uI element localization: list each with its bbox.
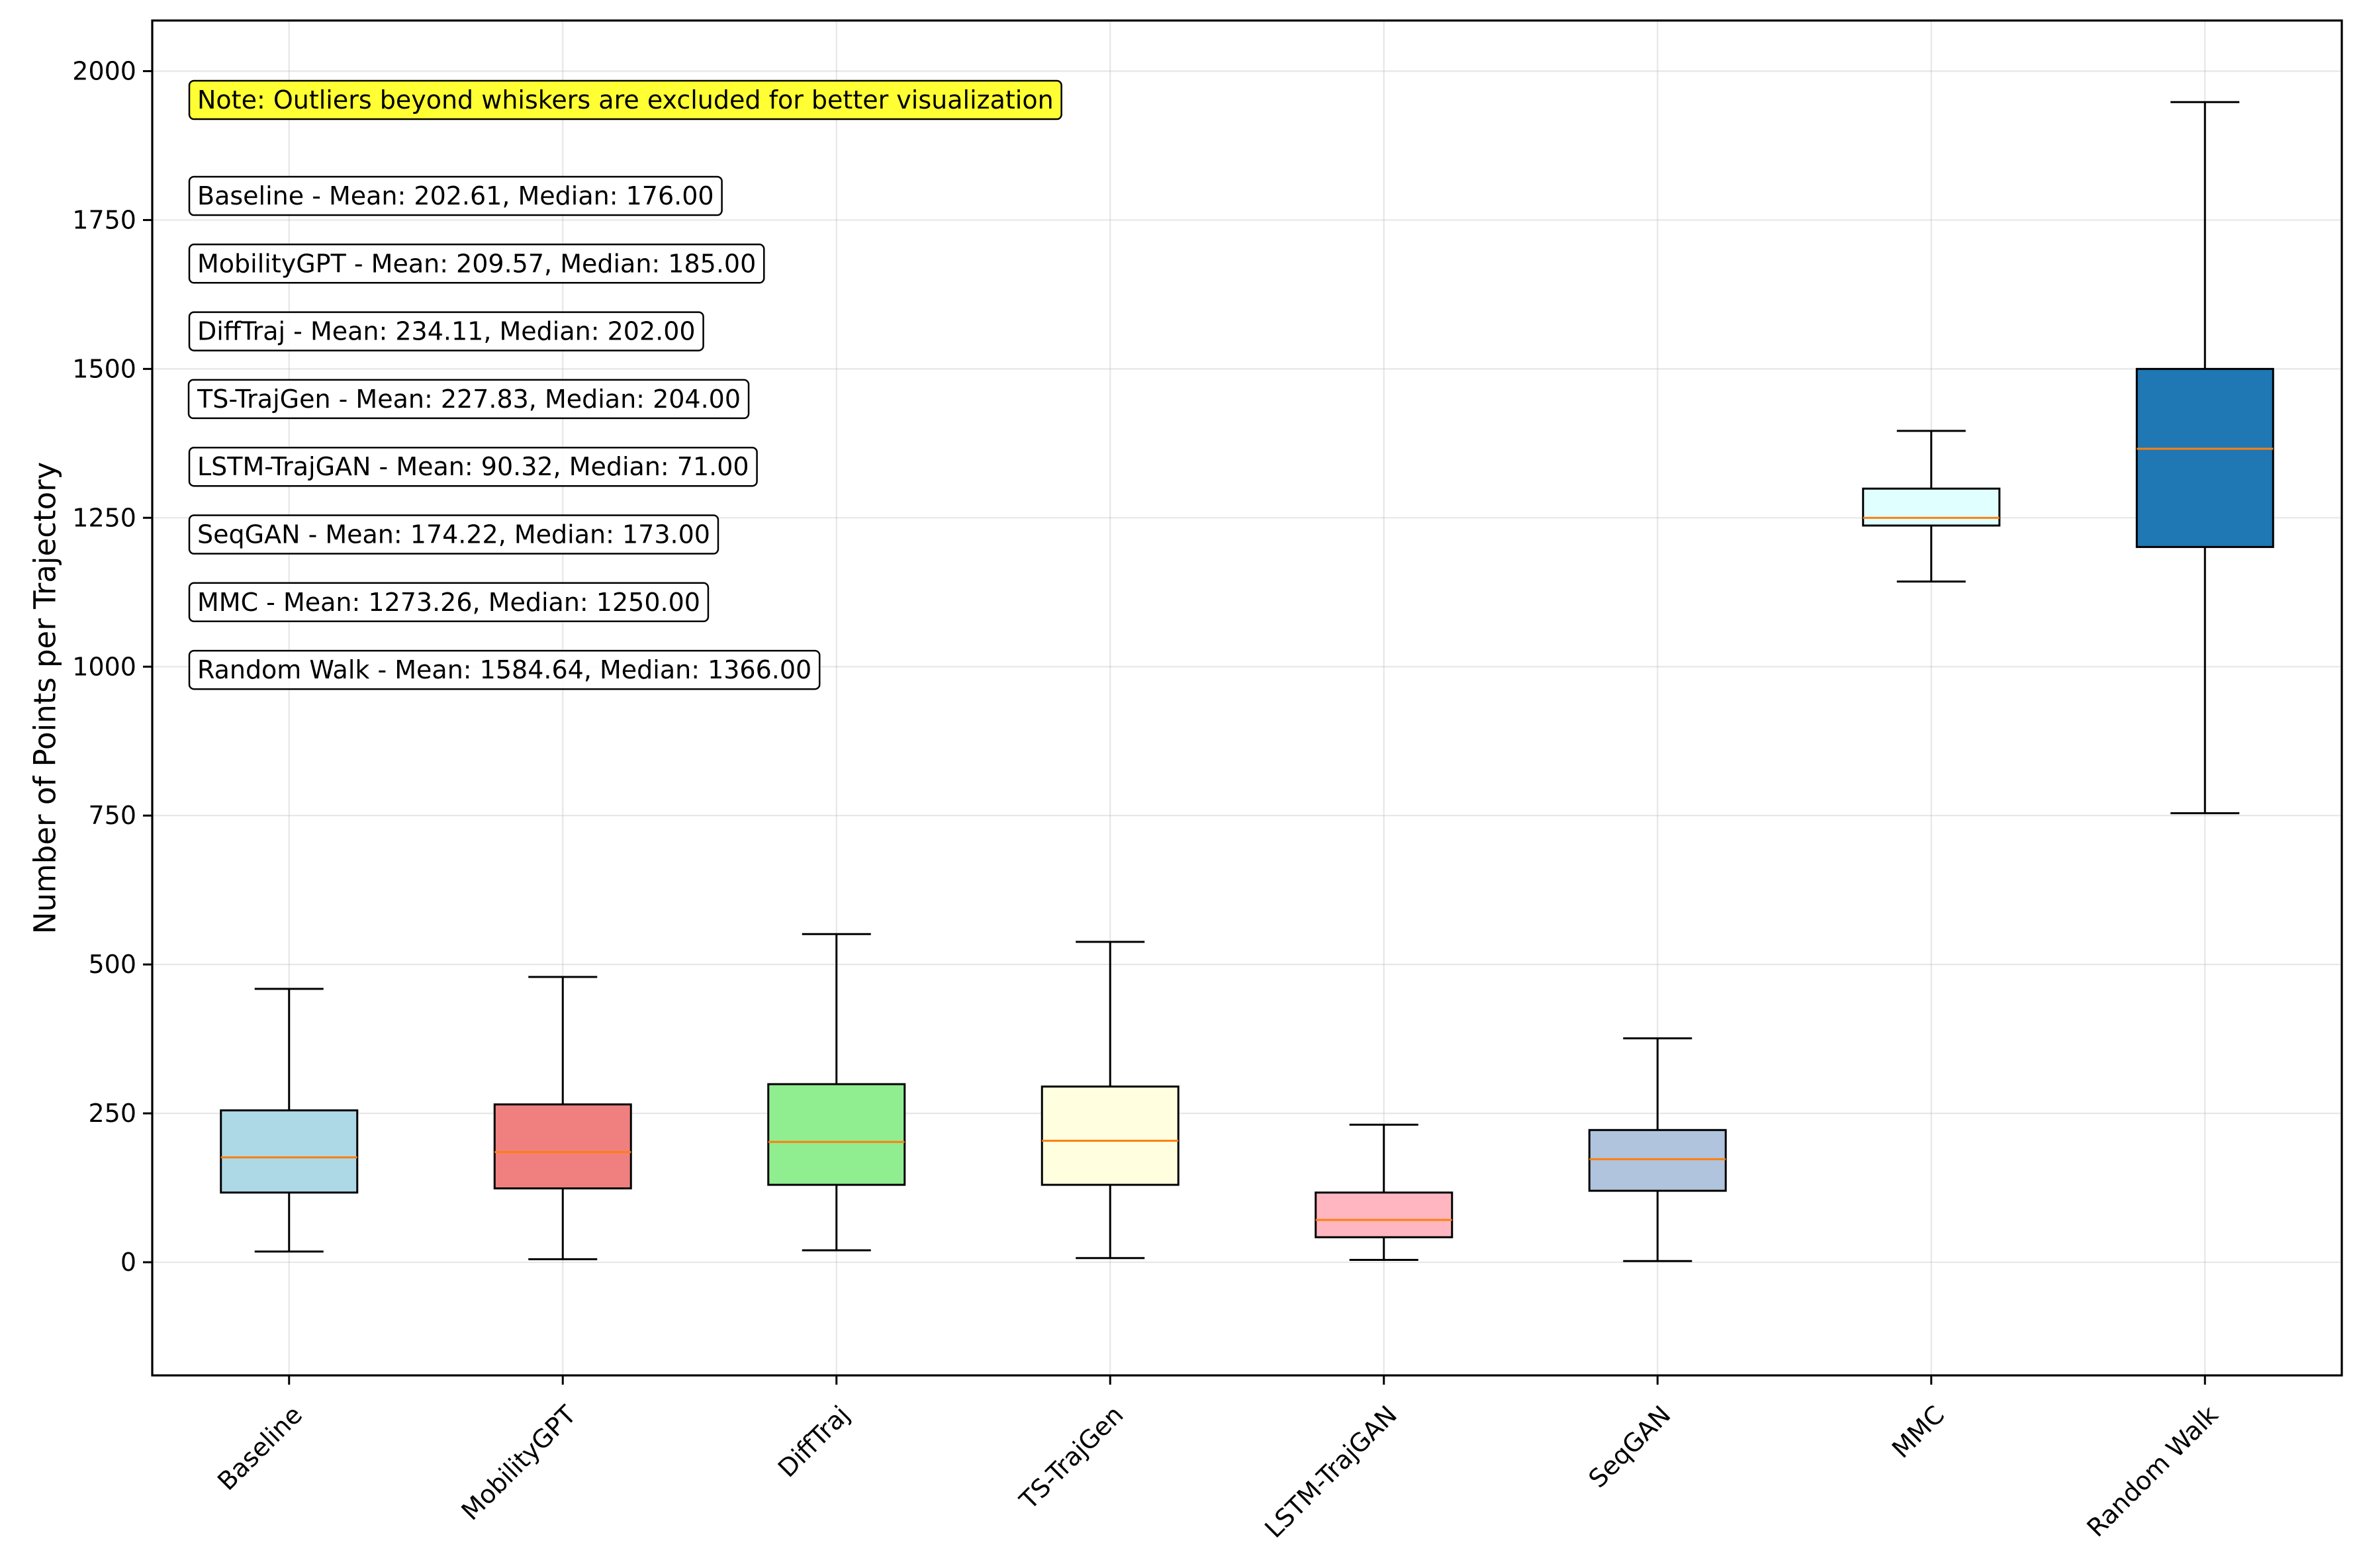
box-series [220,101,2274,1262]
outlier-note: Note: Outliers beyond whiskers are exclu… [188,79,1062,120]
annotation-box [188,79,1062,120]
stats-annotation: Random Walk - Mean: 1584.64, Median: 136… [188,649,821,690]
annotation-text: MMC - Mean: 1273.26, Median: 1250.00 [197,588,700,617]
y-axis-title: Number of Points per Trajectory [28,462,63,934]
stats-annotation: TS-TrajGen - Mean: 227.83, Median: 204.0… [187,379,750,420]
annotation-text: Baseline - Mean: 202.61, Median: 176.00 [197,181,714,210]
y-tick-label: 1500 [72,354,136,383]
y-tick-label: 750 [88,801,136,830]
y-tick-label: 1250 [72,503,136,532]
box-mobilitygpt [493,976,632,1261]
annotation-box [188,244,765,284]
annotation-text: Random Walk - Mean: 1584.64, Median: 136… [197,655,811,684]
y-axis-ticks: 0 250 500 750 1000 1250 1500 1750 2000 [72,56,152,1277]
annotation-box [188,311,704,351]
box-seqgan [1588,1037,1727,1262]
annotation-text: MobilityGPT - Mean: 209.57, Median: 185.… [197,249,756,278]
annotation-box [188,446,758,487]
stats-annotation: DiffTraj - Mean: 234.11, Median: 202.00 [188,311,704,351]
box-random-walk [2135,101,2274,815]
annotation-box [187,379,750,420]
annotation-text: TS-TrajGen - Mean: 227.83, Median: 204.0… [197,385,741,414]
box-body [220,1109,359,1194]
annotation-box [188,514,719,555]
y-tick-label: 2000 [72,56,136,85]
y-tick-label: 250 [88,1099,136,1128]
y-tick-label: 500 [88,950,136,979]
annotation-box [188,649,821,690]
box-body [767,1083,906,1186]
box-body [2135,367,2274,548]
stats-annotation: Baseline - Mean: 202.61, Median: 176.00 [188,175,723,216]
annotation-text: SeqGAN - Mean: 174.22, Median: 173.00 [197,520,710,549]
annotation-text: LSTM-TrajGAN - Mean: 90.32, Median: 71.0… [197,452,749,481]
box-body [1862,487,2001,527]
box-body [1588,1129,1727,1192]
stats-annotation: SeqGAN - Mean: 174.22, Median: 173.00 [188,514,719,555]
box-baseline [220,988,359,1253]
box-mmc [1862,430,2001,583]
plot-frame [151,19,2343,1377]
y-tick-label: 0 [120,1248,136,1277]
box-body [1041,1085,1180,1186]
box-body [493,1103,632,1189]
annotation-box [188,175,723,216]
y-tick-label: 1750 [72,205,136,234]
box-ts-trajgen [1041,941,1180,1260]
annotation-text: Note: Outliers beyond whiskers are exclu… [197,85,1054,115]
box-lstm-trajgan [1315,1123,1454,1261]
y-tick-label: 1000 [72,652,136,681]
stats-annotation: LSTM-TrajGAN - Mean: 90.32, Median: 71.0… [188,446,758,487]
annotation-text: DiffTraj - Mean: 234.11, Median: 202.00 [197,317,696,346]
box-body [1315,1191,1454,1238]
stats-annotation: MobilityGPT - Mean: 209.57, Median: 185.… [188,244,765,284]
annotation-box [188,582,710,623]
annotations: Note: Outliers beyond whiskers are exclu… [187,79,1062,690]
stats-annotation: MMC - Mean: 1273.26, Median: 1250.00 [188,582,710,623]
box-difftraj [767,933,906,1252]
